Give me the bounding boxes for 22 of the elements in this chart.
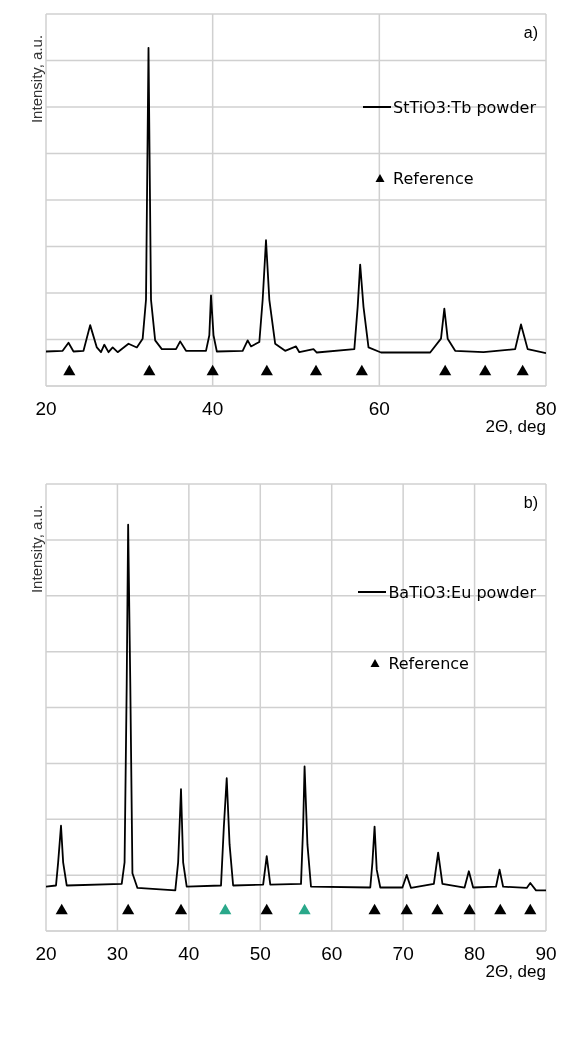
x-tick-label: 60 <box>321 943 343 965</box>
x-axis-title: 2Θ, deg <box>485 417 546 436</box>
x-tick-label: 20 <box>35 943 57 965</box>
x-tick-label: 20 <box>35 398 57 420</box>
y-axis-title: Intensity, a.u. <box>27 34 45 124</box>
x-tick-label: 40 <box>178 943 200 965</box>
x-tick-label: 30 <box>106 943 128 965</box>
legend-label: Reference <box>393 168 474 188</box>
y-axis-title: Intensity, a.u. <box>27 504 45 594</box>
x-tick-label: 80 <box>535 398 557 420</box>
x-axis-title: 2Θ, deg <box>485 962 546 981</box>
legend-label: Reference <box>388 653 469 673</box>
x-tick-label: 50 <box>249 943 271 965</box>
x-tick-label: 90 <box>535 943 557 965</box>
text: a) <box>523 24 538 42</box>
legend-label: StTiO3:Tb powder <box>393 97 536 117</box>
x-tick-label: 70 <box>392 943 414 965</box>
legend-label: BaTiO3:Eu powder <box>388 582 536 602</box>
x-tick-label: 40 <box>202 398 224 420</box>
x-tick-label: 60 <box>368 398 390 420</box>
text: b) <box>523 494 538 512</box>
x-tick-label: 80 <box>464 943 486 965</box>
